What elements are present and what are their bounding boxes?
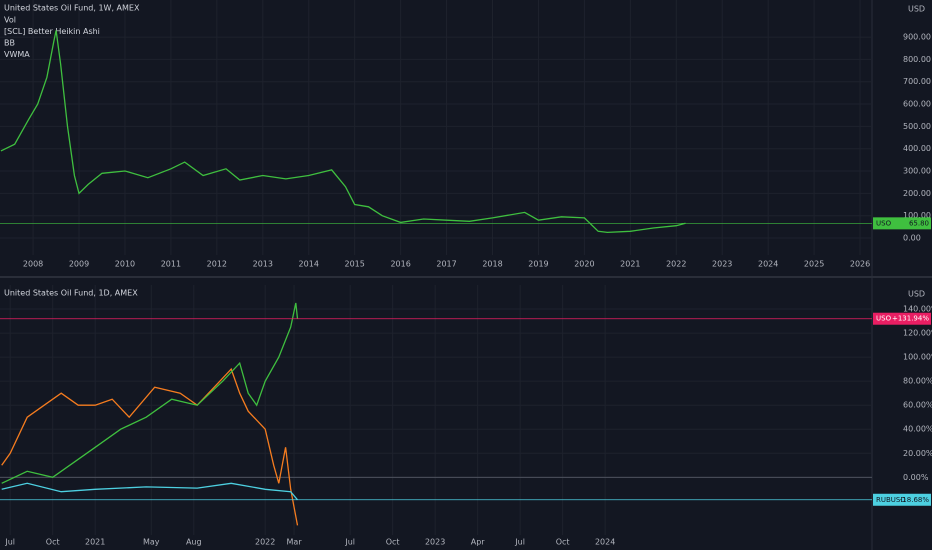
y-tick-label: 140.00% (903, 305, 932, 314)
indicator-name: VWMA (4, 50, 30, 59)
x-tick-label: 2013 (253, 260, 273, 269)
price-label-name: USO (876, 315, 892, 323)
y-tick-label: 100.00 (903, 211, 931, 220)
y-tick-label: 20.00% (903, 449, 932, 458)
y-tick-label: 40.00% (903, 425, 932, 434)
x-tick-label: 2022 (666, 260, 686, 269)
x-tick-label: 2014 (299, 260, 319, 269)
y-tick-label: 0.00 (903, 234, 921, 243)
indicator-name: BB (4, 39, 15, 48)
x-tick-label: 2026 (850, 260, 870, 269)
price-label-name: USO (876, 219, 892, 227)
x-tick-label: Oct (556, 538, 570, 547)
price-label-name: RUBUSD (876, 496, 906, 504)
price-label (873, 493, 931, 506)
x-tick-label: 2018 (482, 260, 502, 269)
y-tick-label: 600.00 (903, 100, 931, 109)
x-tick-label: 2021 (620, 260, 640, 269)
x-tick-label: 2022 (255, 538, 275, 547)
x-tick-label: 2023 (425, 538, 445, 547)
x-tick-label: 2011 (161, 260, 181, 269)
indicator-name: [SCL] Better Heikin Ashi (4, 27, 100, 36)
x-tick-label: 2021 (85, 538, 105, 547)
price-line (0, 30, 686, 234)
x-tick-label: 2008 (23, 260, 43, 269)
x-tick-label: 2010 (115, 260, 135, 269)
x-tick-label: 2019 (528, 260, 548, 269)
y-tick-label: 120.00% (903, 329, 932, 338)
x-tick-label: 2025 (804, 260, 824, 269)
price-axis-unit: USD (908, 290, 925, 299)
x-tick-label: Jul (514, 538, 525, 547)
x-tick-label: May (143, 538, 160, 547)
price-label-value: -18.68% (900, 496, 930, 504)
y-tick-label: 900.00 (903, 33, 931, 42)
price-line (1, 482, 298, 501)
price-line (1, 367, 299, 526)
x-tick-label: 2016 (390, 260, 410, 269)
x-tick-label: 2024 (595, 538, 615, 547)
y-tick-label: 500.00 (903, 122, 931, 131)
y-tick-label: 300.00 (903, 167, 931, 176)
x-tick-label: 2012 (207, 260, 227, 269)
x-tick-label: Oct (46, 538, 60, 547)
x-tick-label: 2023 (712, 260, 732, 269)
price-label (873, 312, 931, 325)
y-tick-label: 400.00 (903, 144, 931, 153)
price-label-value: +131.94% (892, 315, 929, 323)
y-tick-label: 0.00% (903, 473, 929, 482)
y-tick-label: 80.00% (903, 377, 932, 386)
chart-title: United States Oil Fund, 1W, AMEX (4, 4, 140, 13)
x-tick-label: Jul (4, 538, 15, 547)
x-tick-label: Aug (186, 538, 202, 547)
x-tick-label: 2009 (69, 260, 89, 269)
y-tick-label: 60.00% (903, 401, 932, 410)
indicator-name: Vol (4, 16, 16, 25)
x-tick-label: 2017 (436, 260, 456, 269)
chart-title: United States Oil Fund, 1D, AMEX (4, 289, 138, 298)
price-line (1, 302, 299, 484)
price-label (873, 217, 931, 230)
y-tick-label: 800.00 (903, 55, 931, 64)
price-label-value: 65.80 (909, 219, 929, 227)
x-tick-label: 2024 (758, 260, 778, 269)
price-axis-unit: USD (908, 5, 925, 14)
x-tick-label: 2015 (345, 260, 365, 269)
x-tick-label: Apr (471, 538, 486, 547)
x-tick-label: Mar (287, 538, 303, 547)
y-tick-label: 700.00 (903, 77, 931, 86)
y-tick-label: 200.00 (903, 189, 931, 198)
y-tick-label: 100.00% (903, 353, 932, 362)
x-tick-label: Oct (386, 538, 400, 547)
x-tick-label: Jul (344, 538, 355, 547)
x-tick-label: 2020 (574, 260, 594, 269)
